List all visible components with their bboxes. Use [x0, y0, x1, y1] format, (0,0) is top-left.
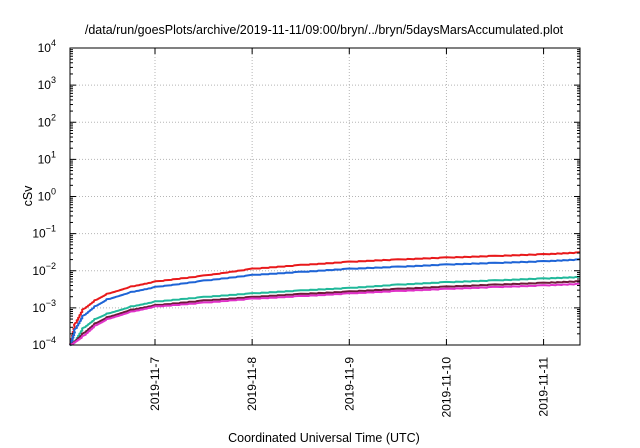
y-tick-label: 10−4 — [32, 335, 56, 352]
x-tick-label: 2019-11-11 — [537, 357, 551, 417]
chart-title: /data/run/goesPlots/archive/2019-11-11/0… — [85, 23, 564, 37]
y-tick-label: 10−1 — [32, 224, 56, 241]
x-axis-label: Coordinated Universal Time (UTC) — [228, 431, 420, 445]
plot-lines — [69, 251, 581, 347]
series-line-2 — [69, 258, 581, 346]
series-line-5 — [69, 282, 581, 346]
x-tick-label: 2019-11-8 — [245, 357, 259, 411]
y-tick-label: 103 — [38, 75, 56, 92]
grid — [70, 48, 580, 345]
y-tick-label: 102 — [38, 112, 56, 129]
series-line-1 — [69, 251, 581, 346]
x-tick-label: 2019-11-9 — [342, 357, 356, 411]
y-tick-label: 10−2 — [32, 261, 56, 278]
series-line-4 — [69, 280, 581, 346]
series-line-3 — [69, 275, 581, 347]
y-tick-label: 100 — [38, 187, 56, 204]
axes: 10−4 10−3 10−2 10−1 100 101 102 103 104 2019-11-7… — [32, 38, 580, 418]
y-axis-label: cSv — [21, 185, 35, 207]
y-tick-label: 101 — [38, 149, 56, 166]
x-tick-label: 2019-11-10 — [439, 357, 453, 418]
y-tick-label: 104 — [38, 38, 56, 55]
y-tick-label: 10−3 — [32, 298, 56, 315]
x-tick-label: 2019-11-7 — [148, 357, 162, 411]
